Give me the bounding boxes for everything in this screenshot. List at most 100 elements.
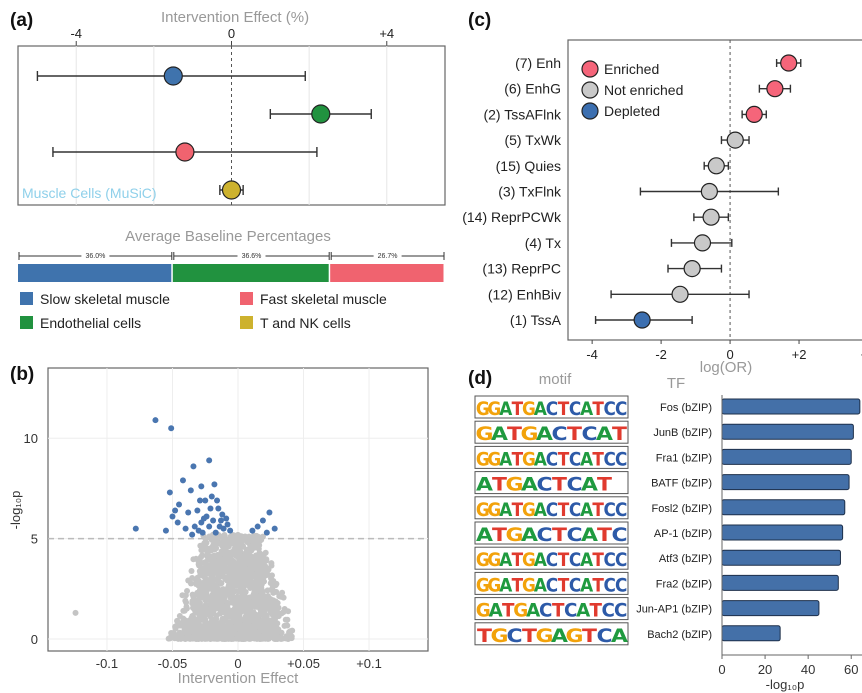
- panel-a-points: [36, 66, 372, 200]
- panel-b-sig-point: [191, 523, 198, 530]
- panel-b-nonsig-point: [229, 607, 236, 614]
- panel-b-nonsig-point: [202, 602, 209, 609]
- panel-b-nonsig-point: [219, 598, 226, 605]
- panel-d-motif-letter: T: [477, 624, 492, 646]
- panel-b-sig-point: [224, 521, 231, 528]
- panel-a-baseline-title: Average Baseline Percentages: [125, 228, 331, 245]
- panel-d-x-label: -log₁₀p: [766, 677, 805, 692]
- panel-a-x-ticks: -4 0 +4: [70, 26, 394, 46]
- panel-a-legend-swatch: [240, 292, 253, 305]
- panel-d-motif-letter: T: [512, 574, 524, 596]
- panel-d-motif-letter: A: [534, 574, 547, 596]
- panel-c-category-label: (1) TssA: [510, 312, 562, 328]
- panel-b-nonsig-point: [227, 554, 234, 561]
- panel-b-nonsig-point: [255, 565, 262, 572]
- panel-b-nonsig-point: [194, 604, 201, 611]
- panel-d-motif-letter: C: [602, 600, 615, 621]
- panel-b-nonsig-point: [263, 556, 270, 563]
- panel-b-nonsig-point: [223, 548, 230, 555]
- panel-b-nonsig-point: [263, 616, 270, 623]
- panel-b-nonsig-point: [197, 568, 204, 575]
- panel-b-nonsig-point: [176, 622, 183, 629]
- panel-d-motif-letter: G: [536, 624, 554, 646]
- panel-d-motif-letter: C: [604, 549, 616, 571]
- panel-d-motif-letter: G: [566, 624, 584, 646]
- panel-b-nonsig-point: [201, 540, 208, 547]
- panel-b-nonsig-point: [229, 573, 236, 580]
- panel-d-motif-letter: G: [487, 448, 501, 470]
- panel-c-point: [683, 260, 701, 278]
- panel-b-sig-point: [176, 501, 183, 508]
- panel-a-watermark: Muscle Cells (MuSiC): [22, 185, 157, 201]
- panel-a-legend-label: T and NK cells: [260, 315, 351, 331]
- panel-b-nonsig-point: [263, 572, 270, 579]
- panel-b-nonsig-point: [215, 578, 222, 585]
- panel-b-nonsig-point: [268, 623, 275, 630]
- panel-b-nonsig-point: [168, 633, 175, 640]
- panel-d-bar: [721, 549, 841, 566]
- panel-b-nonsig-point: [237, 607, 244, 614]
- panel-d-motif-letter: A: [534, 448, 547, 470]
- panel-b-nonsig-point: [202, 617, 209, 624]
- panel-b-nonsig-point: [280, 594, 287, 601]
- panel-d-motif-letter: A: [499, 574, 512, 596]
- panel-b-sig-point: [200, 515, 207, 522]
- panel-b-nonsig-point: [247, 616, 254, 623]
- panel-b-x-tick-label: +0.1: [356, 656, 382, 671]
- panel-b-nonsig-point: [177, 635, 184, 642]
- panel-d-motif-letter: T: [592, 574, 604, 596]
- panel-d-motif-letter: A: [596, 423, 613, 445]
- panel-c-tick-label: 0: [726, 347, 733, 362]
- panel-d-motif-letter: C: [546, 398, 558, 420]
- panel-a-point: [311, 104, 331, 124]
- panel-a-segment-label: 36.6%: [242, 253, 262, 260]
- panel-b-nonsig-point: [204, 550, 211, 557]
- panel-d-motif-letter: T: [492, 523, 507, 545]
- panel-b-nonsig-point: [215, 563, 222, 570]
- panel-d-motif-letter: A: [476, 473, 493, 495]
- panel-b-nonsig-point: [257, 552, 264, 559]
- panel-d-motif-letter: G: [506, 523, 524, 545]
- panel-b-nonsig-point: [251, 589, 258, 596]
- panel-b-nonsig-point: [229, 624, 236, 631]
- panel-b-nonsig-point: [246, 575, 253, 582]
- panel-c-point: [700, 182, 718, 201]
- panel-b-nonsig-point: [282, 616, 289, 623]
- panel-d-motif-letter: G: [522, 499, 536, 521]
- panel-b-sig-point: [187, 487, 194, 494]
- panel-d-motif-letter: A: [534, 549, 547, 571]
- panel-d-motif-letter: G: [476, 448, 490, 470]
- panel-b-sig-point: [174, 519, 181, 526]
- panel-a-legend-label: Slow skeletal muscle: [40, 291, 170, 307]
- panel-d-tick-label: 0: [718, 662, 725, 677]
- panel-d-motif-letter: A: [521, 473, 538, 495]
- panel-c-category-label: (14) ReprPCWk: [462, 209, 562, 225]
- panel-b-nonsig-point: [245, 631, 252, 638]
- panel-d-motif-letter: C: [614, 600, 627, 621]
- panel-b-x-label: Intervention Effect: [178, 670, 299, 687]
- panel-a-tick-label: +4: [379, 26, 394, 41]
- panel-c-point: [766, 80, 784, 98]
- panel-b-nonsig-point: [221, 532, 228, 539]
- panel-c-rows: (7) Enh (6) EnhG (2) TssAFlnk (5) TxWk (15) …: [462, 40, 802, 340]
- panel-d-motif-letter: G: [476, 600, 491, 621]
- panel-b-nonsig-point: [208, 595, 215, 602]
- panel-b-nonsig-point: [253, 574, 260, 581]
- panel-b-nonsignificant-cloud: [72, 531, 296, 642]
- panel-d-motif-box: [474, 571, 629, 595]
- panel-b-nonsig-point: [206, 566, 213, 573]
- panel-b-y-tick-label: 10: [24, 431, 38, 446]
- panel-d-motif-letter: G: [522, 574, 536, 596]
- panel-d-motif-letter: T: [502, 600, 515, 621]
- panel-b-nonsig-point: [213, 615, 220, 622]
- panel-d-motif-letter: A: [499, 549, 512, 571]
- panel-b-sig-point: [194, 507, 201, 514]
- panel-d-motif-letter: T: [507, 423, 522, 445]
- panel-d-bar: [721, 600, 820, 617]
- panel-b-nonsig-point: [284, 633, 291, 640]
- panel-d-motif-letter: A: [580, 398, 593, 420]
- panel-b-nonsig-point: [202, 592, 209, 599]
- panel-d-motif-letter: C: [611, 523, 627, 545]
- panel-d-motif-letter: T: [597, 473, 612, 495]
- panel-d-motif-letter: A: [489, 600, 504, 621]
